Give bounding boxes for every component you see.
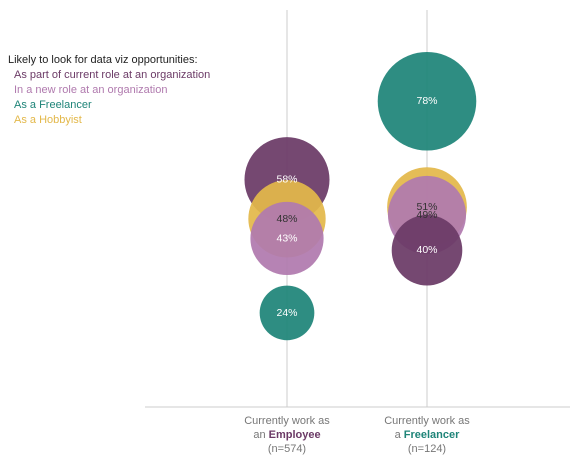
data-label-freelancer-as-part-of-current-role-at-an-organization: 40% [416, 244, 437, 256]
category-label-line1: Currently work as [244, 415, 330, 427]
category-label-freelancer: Currently work as a Freelancer (n=124) [352, 414, 502, 456]
category-label-employee: Currently work as an Employee (n=574) [212, 414, 362, 456]
category-label-line2: a Freelancer [394, 429, 460, 441]
data-label-employee-as-part-of-current-role-at-an-organization: 58% [276, 174, 297, 186]
bubble-employee-in-a-new-role-at-an-organization [250, 201, 324, 276]
category-n: (n=124) [407, 443, 447, 455]
data-label-freelancer-as-a-hobbyist: 51% [416, 201, 437, 213]
data-label-employee-as-a-freelancer: 24% [276, 307, 297, 319]
data-label-freelancer-in-a-new-role-at-an-organization: 49% [416, 209, 437, 221]
bubble-employee-as-a-freelancer [259, 285, 315, 341]
legend: Likely to look for data viz opportunitie… [8, 53, 210, 128]
legend-entry-hobbyist: As a Hobbyist [14, 114, 82, 126]
legend-entry-current-role: As part of current role at an organizati… [14, 69, 211, 81]
category-highlight: Employee [268, 429, 321, 441]
bubble-freelancer-as-part-of-current-role-at-an-organization [391, 214, 463, 286]
category-highlight: Freelancer [403, 429, 460, 441]
data-label-employee-in-a-new-role-at-an-organization: 43% [276, 232, 297, 244]
category-label-line1: Currently work as [384, 415, 470, 427]
legend-entry-freelancer: As a Freelancer [14, 99, 92, 111]
bubble-layer: 58% 48% 43% 24% 78% 51%49% 40% [244, 51, 477, 341]
data-label-employee-as-a-hobbyist: 48% [276, 213, 297, 225]
legend-entry-new-role: In a new role at an organization [14, 84, 168, 96]
legend-title: Likely to look for data viz opportunitie… [8, 54, 198, 66]
data-label-freelancer-as-a-freelancer: 78% [416, 95, 437, 107]
bubble-freelancer-as-a-freelancer [377, 51, 477, 151]
category-label-line2: an Employee [253, 429, 321, 441]
category-n: (n=574) [267, 443, 307, 455]
